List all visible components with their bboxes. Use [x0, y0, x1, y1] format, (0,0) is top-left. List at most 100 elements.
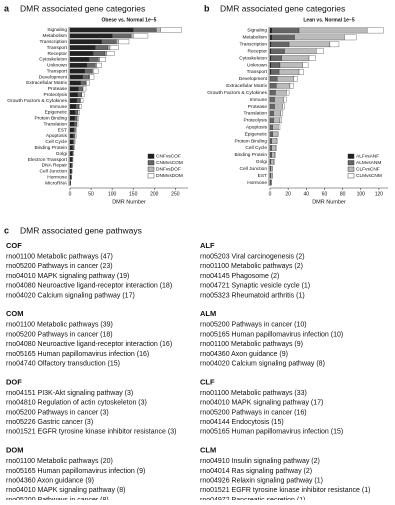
- bar-segment: [75, 110, 78, 114]
- bar-segment: [275, 152, 276, 157]
- pathway-item: rno05200 Pathways in cancer (16): [200, 409, 307, 416]
- legend-label: CLFvsCNF: [356, 167, 380, 173]
- y-tick-label: Electron Transport: [28, 157, 68, 163]
- group-heading: CLF: [200, 377, 215, 386]
- bar-segment: [75, 116, 77, 120]
- bar-segment: [73, 140, 74, 144]
- pathway-item: rno04144 Endocytosis (15): [200, 419, 284, 426]
- y-tick-label: Translation: [43, 121, 67, 127]
- y-tick-label: Signaling: [247, 28, 267, 34]
- bar-segment: [330, 42, 339, 47]
- bar-segment: [100, 57, 106, 61]
- bar-segment: [133, 34, 148, 38]
- y-tick-label: Proteolysis: [44, 92, 68, 98]
- bar-segment: [70, 98, 77, 102]
- y-tick-label: Growth Factors & Cytokines: [207, 90, 267, 96]
- y-tick-label: EST: [58, 127, 67, 133]
- x-tick-label: 80: [340, 191, 346, 197]
- y-tick-label: DNA Repair: [42, 163, 68, 169]
- bar-segment: [280, 62, 303, 67]
- pathway-item: rno05165 Human papillomavirus infection …: [6, 468, 145, 475]
- legend-label: ALFvsANF: [356, 154, 379, 160]
- bar-segment: [110, 45, 118, 49]
- bar-segment: [285, 49, 317, 54]
- legend-swatch: [148, 167, 154, 172]
- bar-segment: [105, 51, 107, 55]
- bar-segment: [275, 97, 284, 102]
- y-tick-label: Hormone: [47, 174, 67, 180]
- pathway-item: rno01100 Metabolic pathways (20): [6, 458, 113, 465]
- x-axis-label: DMR Number: [112, 199, 146, 205]
- y-tick-label: Extracellular Matrix: [26, 80, 67, 86]
- bar-segment: [70, 145, 73, 149]
- bar-segment: [270, 28, 272, 33]
- pathway-item: rno04010 MAPK signaling pathway (17): [200, 400, 323, 407]
- x-tick-label: 40: [304, 191, 310, 197]
- bar-segment: [75, 128, 76, 132]
- bar-segment: [276, 83, 290, 88]
- bar-segment: [70, 122, 74, 126]
- pathway-item: rno04010 MAPK signaling pathway (19): [6, 273, 129, 280]
- y-tick-label: Unknown: [47, 63, 67, 69]
- chart-title: DMR associated gene categories: [20, 3, 145, 13]
- bar-segment: [70, 81, 81, 85]
- bar-segment: [271, 42, 289, 47]
- bar-segment: [78, 87, 82, 91]
- bar-segment: [70, 39, 102, 43]
- pathway-item: rno04080 Neuroactive ligand-receptor int…: [6, 341, 172, 348]
- bar-segment: [73, 151, 74, 155]
- pathway-item: rno04020 Calcium signaling pathway (8): [200, 361, 325, 368]
- bar-segment: [77, 122, 78, 126]
- legend-label: DNFvsDOF: [156, 167, 181, 173]
- bar-segment: [272, 28, 299, 33]
- y-tick-label: Metabolism: [42, 33, 67, 39]
- bar-segment: [270, 111, 274, 116]
- pathway-item: rno04014 Ras signaling pathway (2): [200, 468, 312, 475]
- panel-label: c: [4, 225, 9, 235]
- bar-segment: [282, 55, 309, 60]
- legend-swatch: [148, 154, 154, 159]
- bar-segment: [97, 63, 102, 67]
- bar-segment: [70, 51, 93, 55]
- bar-segment: [295, 35, 345, 40]
- bar-segment: [70, 28, 133, 32]
- y-tick-label: Transport: [47, 68, 68, 74]
- bar-segment: [70, 57, 89, 61]
- pathway-item: rno04360 Axon guidance (9): [200, 351, 288, 358]
- pathway-item: rno05203 Viral carcinogenesis (2): [200, 254, 305, 261]
- y-tick-label: Epigenetic: [45, 110, 68, 116]
- bar-segment: [83, 75, 89, 79]
- bar-segment: [95, 63, 96, 67]
- bar-segment: [112, 34, 131, 38]
- bar-segment: [270, 104, 275, 109]
- x-tick-label: 100: [357, 191, 366, 197]
- x-tick-label: 120: [375, 191, 384, 197]
- panel-label: a: [4, 3, 10, 13]
- bar-segment: [270, 83, 276, 88]
- y-tick-label: MicroRNA: [45, 180, 68, 186]
- bar-segment: [270, 138, 272, 143]
- group-heading: CLM: [200, 446, 216, 455]
- pathway-item: rno04145 Phagosome (2): [200, 273, 279, 280]
- y-tick-label: Growth Factors & Cytokines: [7, 98, 67, 104]
- bar-segment: [70, 92, 78, 96]
- bar-segment: [271, 180, 272, 185]
- legend-swatch: [348, 161, 354, 166]
- bar-segment: [93, 51, 105, 55]
- y-tick-label: Golgi: [56, 151, 67, 157]
- bar-segment: [70, 63, 87, 67]
- bar-segment: [270, 132, 273, 137]
- bar-segment: [271, 166, 273, 171]
- legend-swatch: [348, 174, 354, 179]
- group-heading: ALM: [200, 309, 216, 318]
- bar-segment: [74, 128, 76, 132]
- bar-segment: [108, 45, 110, 49]
- bar-segment: [78, 110, 80, 114]
- pathway-item: rno01521 EGFR tyrosine kinase inhibitor …: [6, 429, 176, 436]
- chart-subtitle: Obese vs. Normal 1e−5: [102, 17, 157, 23]
- pathway-item: rno04010 MAPK signaling pathway (8): [6, 487, 125, 494]
- bar-segment: [272, 145, 276, 150]
- bar-segment: [75, 134, 76, 138]
